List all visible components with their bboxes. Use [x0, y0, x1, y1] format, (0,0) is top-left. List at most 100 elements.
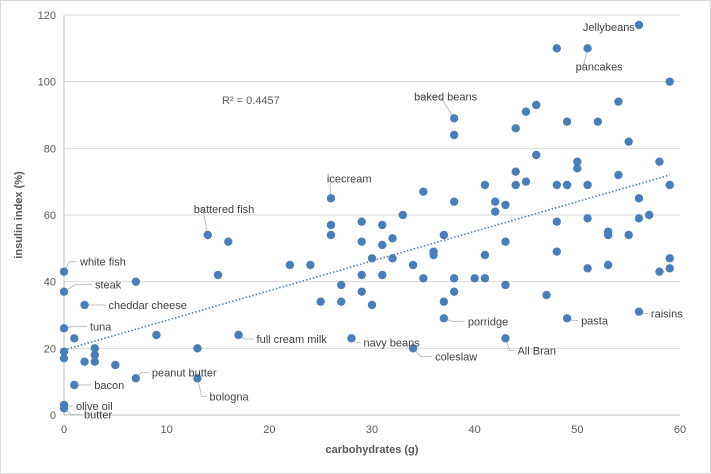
annotation-label: raisins [651, 309, 683, 321]
data-point [193, 344, 202, 353]
y-tick-label: 100 [38, 77, 56, 89]
annotation-label: baked beans [414, 91, 477, 103]
data-point [388, 254, 397, 263]
data-point [306, 260, 315, 270]
data-point [326, 230, 336, 240]
x-tick-label: 30 [366, 424, 378, 436]
data-point [562, 314, 572, 323]
annotation-label: butter [84, 409, 112, 421]
data-point [357, 237, 366, 246]
data-point [347, 334, 356, 343]
data-point [90, 344, 100, 353]
data-point [378, 240, 387, 250]
data-point [532, 150, 541, 160]
annotation-leader-line [504, 338, 515, 351]
annotation-label: bacon [94, 380, 124, 392]
data-point [521, 107, 531, 116]
annotation-leader-line [578, 48, 589, 67]
data-point [501, 237, 510, 246]
data-point [655, 267, 664, 276]
data-point [449, 274, 459, 283]
data-point [326, 194, 336, 203]
data-point [203, 230, 212, 240]
annotation-leader-line [417, 95, 455, 119]
data-point [655, 157, 664, 166]
data-point [398, 210, 407, 220]
data-point [562, 180, 572, 190]
data-point [70, 334, 79, 343]
annotation-leader-line [196, 208, 209, 236]
x-tick-label: 60 [674, 424, 686, 436]
y-tick-label: 80 [44, 143, 56, 155]
data-point [634, 194, 644, 203]
data-point [357, 217, 366, 226]
data-point [439, 297, 449, 306]
x-tick-label: 20 [263, 424, 275, 436]
data-point [80, 357, 89, 366]
data-point [367, 254, 377, 263]
annotation-label: All Bran [517, 345, 556, 357]
data-point [634, 214, 644, 223]
data-point [665, 77, 674, 86]
data-point [645, 210, 654, 220]
data-point [378, 270, 387, 280]
data-point [521, 177, 531, 186]
data-point [59, 324, 69, 333]
data-point [665, 254, 674, 263]
data-point [367, 300, 377, 310]
annotation-label: cheddar cheese [109, 300, 187, 312]
data-point [532, 100, 541, 110]
x-axis-title: carbohydrates (g) [326, 444, 419, 456]
y-tick-label: 60 [44, 210, 56, 222]
data-point [357, 287, 366, 296]
data-point [285, 260, 295, 270]
annotation-label: coleslaw [435, 351, 477, 363]
tick-labels: 0 20 40 60 80 100 120 0 10 20 30 40 50 60 [38, 10, 686, 436]
data-point [419, 187, 428, 196]
data-point [480, 250, 490, 260]
trendline-r2-label: R² = 0.4457 [222, 95, 280, 107]
data-point [491, 207, 500, 216]
data-point [573, 164, 582, 173]
annotation-label: battered fish [194, 204, 255, 216]
data-point [439, 230, 449, 240]
data-point [419, 274, 428, 283]
data-point [193, 374, 202, 383]
data-point [511, 180, 520, 190]
data-point [90, 357, 100, 366]
data-point [552, 44, 561, 53]
annotation-labels: Jellybeans pancakes baked beans icecream bat… [76, 22, 683, 421]
data-point [603, 260, 613, 270]
data-point [552, 217, 561, 226]
data-point [429, 250, 438, 260]
data-point [614, 97, 623, 106]
data-point [131, 374, 141, 383]
data-point [501, 280, 510, 290]
annotation-label: white fish [79, 257, 126, 269]
y-tick-label: 0 [50, 410, 56, 422]
data-point [131, 277, 141, 286]
data-point [337, 280, 346, 290]
data-points [59, 20, 674, 413]
data-point [234, 330, 243, 340]
data-point [511, 167, 520, 176]
x-tick-label: 50 [571, 424, 583, 436]
data-point [388, 234, 397, 243]
annotation-leaders [63, 48, 648, 415]
data-point [316, 297, 325, 306]
x-tick-label: 0 [61, 424, 67, 436]
annotation-leader-line [196, 378, 207, 397]
data-point [593, 117, 603, 126]
data-point [59, 267, 69, 276]
data-point [542, 290, 551, 300]
data-point [624, 230, 633, 240]
annotation-label: tuna [90, 321, 112, 333]
data-point [59, 354, 69, 363]
data-point [511, 124, 520, 133]
data-point [603, 230, 613, 240]
annotation-label: navy beans [363, 337, 420, 349]
annotation-label: olive oil [76, 401, 113, 413]
annotation-label: peanut butter [152, 367, 217, 379]
annotation-label: steak [95, 280, 122, 292]
annotation-label: porridge [468, 316, 508, 328]
